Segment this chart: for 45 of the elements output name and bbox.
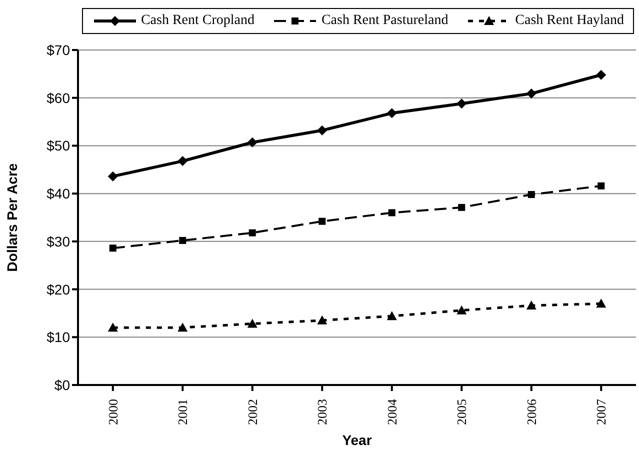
point — [386, 311, 397, 320]
y-tick-label: $30 — [46, 233, 70, 250]
point — [386, 108, 397, 118]
point — [526, 88, 536, 99]
x-tick-label: 2005 — [454, 399, 470, 425]
x-tick-label: 2004 — [384, 398, 400, 425]
y-axis-title: Dollars Per Acre — [4, 163, 20, 272]
x-tick-label: 2003 — [314, 399, 330, 425]
point — [248, 229, 256, 236]
point — [178, 156, 188, 166]
y-tick-label: $20 — [46, 281, 70, 298]
point — [526, 300, 536, 310]
x-tick-label: 2001 — [175, 399, 190, 425]
point — [318, 218, 326, 225]
point — [528, 191, 535, 198]
point — [247, 137, 258, 148]
point — [317, 125, 328, 136]
point — [456, 305, 467, 314]
point — [108, 171, 118, 182]
point — [247, 318, 258, 328]
legend-label: Cash Rent Hayland — [515, 13, 624, 29]
legend-label: Cash Rent Pastureland — [321, 13, 448, 29]
point — [458, 204, 466, 211]
point — [179, 236, 186, 244]
point — [178, 322, 188, 332]
point — [596, 298, 606, 308]
y-tick-label: $70 — [46, 42, 70, 58]
point — [596, 70, 606, 80]
point — [598, 182, 605, 190]
x-tick-label: 2007 — [594, 398, 609, 425]
legend-label: Cash Rent Cropland — [140, 13, 255, 29]
y-tick-label: $10 — [46, 329, 70, 346]
x-axis-title: Year — [342, 432, 372, 448]
y-tick-label: $60 — [46, 90, 70, 106]
point — [388, 209, 396, 216]
point — [109, 244, 116, 252]
y-tick-label: $50 — [46, 138, 70, 154]
point — [456, 98, 467, 109]
x-tick-label: 2000 — [105, 399, 120, 425]
y-tick-label: $0 — [54, 376, 70, 393]
x-tick-label: 2006 — [524, 398, 539, 425]
x-tick-label: 2002 — [244, 399, 260, 425]
point — [317, 315, 328, 324]
y-tick-label: $40 — [46, 186, 70, 202]
point — [108, 322, 118, 332]
